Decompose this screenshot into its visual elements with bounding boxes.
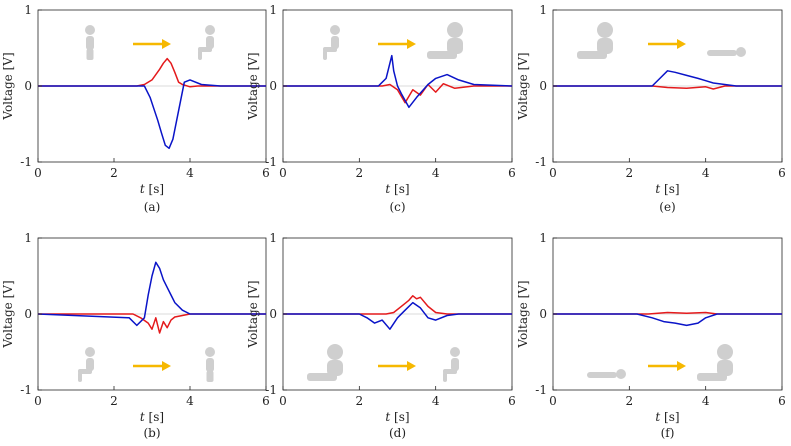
x-tick-label: 2 bbox=[356, 394, 364, 408]
x-tick-label: 2 bbox=[626, 166, 634, 180]
series-line-1 bbox=[38, 313, 266, 334]
y-tick-label: 0 bbox=[539, 307, 547, 321]
y-tick-label: 1 bbox=[24, 231, 32, 245]
x-tick-label: 0 bbox=[279, 166, 287, 180]
y-axis-label: Voltage [V] bbox=[246, 52, 260, 120]
lying-figure-illustration bbox=[587, 369, 626, 379]
y-tick-label: -1 bbox=[535, 383, 547, 397]
x-axis-label: t [s] bbox=[655, 182, 679, 196]
x-tick-label: 0 bbox=[34, 394, 42, 408]
x-tick-label: 0 bbox=[549, 394, 557, 408]
arrow-icon bbox=[648, 361, 686, 371]
x-tick-label: 6 bbox=[262, 394, 270, 408]
y-tick-label: 0 bbox=[269, 307, 277, 321]
standing-figure-illustration bbox=[205, 347, 215, 382]
series-line-2 bbox=[283, 301, 512, 330]
x-tick-label: 2 bbox=[110, 394, 118, 408]
y-tick-label: -1 bbox=[265, 383, 277, 397]
x-tick-label: 6 bbox=[778, 394, 786, 408]
series-line-2 bbox=[553, 313, 782, 327]
x-tick-label: 4 bbox=[702, 166, 710, 180]
series-line-1 bbox=[283, 82, 512, 104]
x-axis-label: t [s] bbox=[140, 182, 164, 196]
seated-legs-out-figure-illustration bbox=[427, 22, 463, 59]
arrow-icon bbox=[648, 39, 686, 49]
x-tick-label: 4 bbox=[186, 166, 194, 180]
x-tick-label: 0 bbox=[549, 166, 557, 180]
x-tick-label: 6 bbox=[262, 166, 270, 180]
panel-caption: (e) bbox=[659, 200, 675, 214]
seated-legs-out-figure-illustration bbox=[697, 344, 733, 381]
x-tick-label: 2 bbox=[626, 394, 634, 408]
x-tick-label: 0 bbox=[279, 394, 287, 408]
panel-caption: (f) bbox=[661, 426, 675, 440]
arrow-icon bbox=[133, 361, 171, 371]
y-tick-label: -1 bbox=[535, 155, 547, 169]
sitting-figure-illustration bbox=[198, 25, 215, 60]
seated-legs-out-figure-illustration bbox=[307, 344, 343, 381]
y-axis-label: Voltage [V] bbox=[1, 52, 15, 120]
x-tick-label: 4 bbox=[702, 394, 710, 408]
y-axis-label: Voltage [V] bbox=[516, 280, 530, 348]
x-axis-label: t [s] bbox=[385, 410, 409, 424]
x-tick-label: 4 bbox=[186, 394, 194, 408]
y-tick-label: 1 bbox=[539, 3, 547, 17]
x-axis-label: t [s] bbox=[385, 182, 409, 196]
sitting-figure-illustration bbox=[323, 25, 340, 60]
x-tick-label: 2 bbox=[110, 166, 118, 180]
x-tick-label: 6 bbox=[508, 394, 516, 408]
seated-legs-out-figure-illustration bbox=[577, 22, 613, 59]
y-tick-label: 0 bbox=[269, 79, 277, 93]
x-tick-label: 4 bbox=[432, 394, 440, 408]
x-tick-label: 0 bbox=[34, 166, 42, 180]
x-tick-label: 6 bbox=[508, 166, 516, 180]
y-tick-label: -1 bbox=[20, 383, 32, 397]
y-axis-label: Voltage [V] bbox=[1, 280, 15, 348]
series-line-2 bbox=[553, 70, 782, 87]
y-tick-label: 0 bbox=[24, 79, 32, 93]
panel-caption: (b) bbox=[143, 426, 160, 440]
series-line-2 bbox=[38, 79, 266, 150]
y-tick-label: 1 bbox=[539, 231, 547, 245]
y-tick-label: 0 bbox=[24, 307, 32, 321]
y-tick-label: 1 bbox=[269, 3, 277, 17]
panel-caption: (a) bbox=[144, 200, 161, 214]
series-line-1 bbox=[283, 295, 512, 315]
x-tick-label: 4 bbox=[432, 166, 440, 180]
arrow-icon bbox=[378, 361, 416, 371]
y-tick-label: -1 bbox=[20, 155, 32, 169]
x-axis-label: t [s] bbox=[140, 410, 164, 424]
panel-caption: (c) bbox=[389, 200, 405, 214]
sitting-figure-illustration bbox=[443, 347, 460, 382]
series-line-1 bbox=[38, 57, 266, 88]
y-tick-label: -1 bbox=[265, 155, 277, 169]
series-line-2 bbox=[283, 54, 513, 109]
standing-figure-illustration bbox=[85, 25, 95, 60]
y-tick-label: 0 bbox=[539, 79, 547, 93]
arrow-icon bbox=[133, 39, 171, 49]
lying-figure-illustration bbox=[707, 47, 746, 57]
series-line-1 bbox=[553, 85, 782, 90]
panel-caption: (d) bbox=[389, 426, 406, 440]
x-tick-label: 6 bbox=[778, 166, 786, 180]
y-axis-label: Voltage [V] bbox=[516, 52, 530, 120]
series-line-2 bbox=[37, 261, 266, 327]
y-axis-label: Voltage [V] bbox=[246, 280, 260, 348]
sitting-figure-illustration bbox=[78, 347, 95, 382]
x-tick-label: 2 bbox=[356, 166, 364, 180]
y-tick-label: 1 bbox=[269, 231, 277, 245]
y-tick-label: 1 bbox=[24, 3, 32, 17]
x-axis-label: t [s] bbox=[655, 410, 679, 424]
arrow-icon bbox=[378, 39, 416, 49]
